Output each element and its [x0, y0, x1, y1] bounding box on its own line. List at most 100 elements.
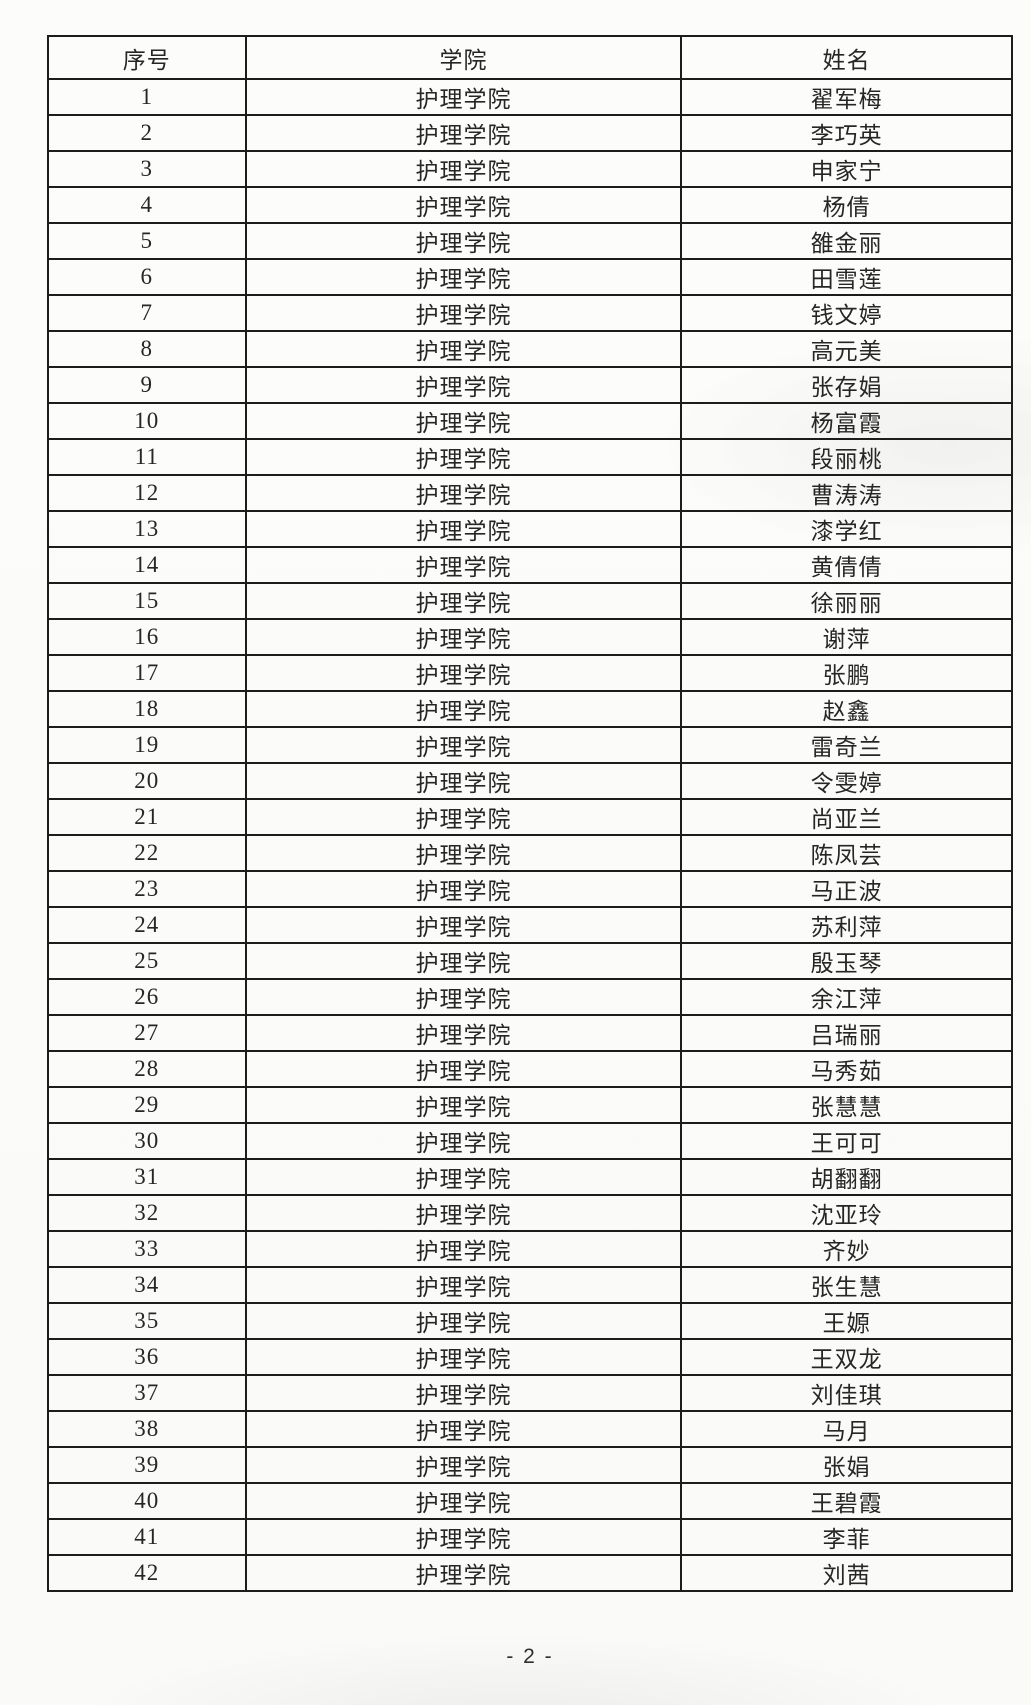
cell-college: 护理学院: [244, 1338, 683, 1376]
cell-name: 李巧英: [680, 114, 1013, 152]
table-row: 10 护理学院 杨富霞: [47, 402, 1013, 440]
table-row: 16 护理学院 谢萍: [47, 618, 1013, 656]
cell-name: 刘佳琪: [680, 1374, 1013, 1412]
table-row: 41 护理学院 李菲: [47, 1518, 1013, 1556]
cell-no: 4: [47, 186, 247, 224]
table-row: 39 护理学院 张娟: [47, 1446, 1013, 1484]
cell-college: 护理学院: [244, 258, 683, 296]
table-row: 22 护理学院 陈凤芸: [47, 834, 1013, 872]
cell-name: 徐丽丽: [680, 582, 1013, 620]
table-row: 42 护理学院 刘茜: [47, 1554, 1013, 1592]
cell-college: 护理学院: [244, 1158, 683, 1196]
table-row: 3 护理学院 申家宁: [47, 150, 1013, 188]
cell-name: 张娟: [680, 1446, 1013, 1484]
cell-name: 马月: [680, 1410, 1013, 1448]
table-row: 13 护理学院 漆学红: [47, 510, 1013, 548]
cell-no: 39: [47, 1446, 247, 1484]
table-row: 18 护理学院 赵鑫: [47, 690, 1013, 728]
cell-college: 护理学院: [244, 1518, 683, 1556]
table-row: 14 护理学院 黄倩倩: [47, 546, 1013, 584]
header-row: 序号 学院 姓名: [47, 35, 1013, 80]
table-row: 33 护理学院 齐妙: [47, 1230, 1013, 1268]
cell-college: 护理学院: [244, 546, 683, 584]
table-row: 30 护理学院 王可可: [47, 1122, 1013, 1160]
cell-no: 12: [47, 474, 247, 512]
cell-no: 5: [47, 222, 247, 260]
table-row: 19 护理学院 雷奇兰: [47, 726, 1013, 764]
cell-no: 32: [47, 1194, 247, 1232]
table-row: 37 护理学院 刘佳琪: [47, 1374, 1013, 1412]
cell-name: 王可可: [680, 1122, 1013, 1160]
cell-college: 护理学院: [244, 834, 683, 872]
cell-no: 22: [47, 834, 247, 872]
cell-no: 23: [47, 870, 247, 908]
cell-name: 田雪莲: [680, 258, 1013, 296]
header-cell-college: 学院: [244, 35, 683, 80]
table-row: 15 护理学院 徐丽丽: [47, 582, 1013, 620]
cell-college: 护理学院: [244, 150, 683, 188]
cell-name: 谢萍: [680, 618, 1013, 656]
cell-no: 8: [47, 330, 247, 368]
cell-name: 尚亚兰: [680, 798, 1013, 836]
table-row: 21 护理学院 尚亚兰: [47, 798, 1013, 836]
table-row: 11 护理学院 段丽桃: [47, 438, 1013, 476]
cell-name: 刘茜: [680, 1554, 1013, 1592]
cell-no: 21: [47, 798, 247, 836]
cell-no: 42: [47, 1554, 247, 1592]
table-row: 2 护理学院 李巧英: [47, 114, 1013, 152]
cell-college: 护理学院: [244, 1482, 683, 1520]
table-row: 23 护理学院 马正波: [47, 870, 1013, 908]
cell-college: 护理学院: [244, 474, 683, 512]
cell-college: 护理学院: [244, 294, 683, 332]
cell-name: 曹涛涛: [680, 474, 1013, 512]
cell-no: 33: [47, 1230, 247, 1268]
header-cell-name: 姓名: [680, 35, 1013, 80]
cell-name: 高元美: [680, 330, 1013, 368]
cell-no: 28: [47, 1050, 247, 1088]
cell-name: 张慧慧: [680, 1086, 1013, 1124]
table-row: 25 护理学院 殷玉琴: [47, 942, 1013, 980]
table-row: 17 护理学院 张鹏: [47, 654, 1013, 692]
cell-no: 31: [47, 1158, 247, 1196]
cell-name: 吕瑞丽: [680, 1014, 1013, 1052]
cell-college: 护理学院: [244, 78, 683, 116]
roster-table-header: 序号 学院 姓名: [47, 35, 1013, 80]
cell-name: 王碧霞: [680, 1482, 1013, 1520]
cell-college: 护理学院: [244, 618, 683, 656]
table-row: 5 护理学院 雒金丽: [47, 222, 1013, 260]
table-row: 8 护理学院 高元美: [47, 330, 1013, 368]
table-row: 7 护理学院 钱文婷: [47, 294, 1013, 332]
table-row: 40 护理学院 王碧霞: [47, 1482, 1013, 1520]
cell-name: 申家宁: [680, 150, 1013, 188]
cell-name: 段丽桃: [680, 438, 1013, 476]
table-row: 1 护理学院 翟军梅: [47, 78, 1013, 116]
cell-no: 20: [47, 762, 247, 800]
cell-no: 25: [47, 942, 247, 980]
cell-name: 杨倩: [680, 186, 1013, 224]
cell-no: 19: [47, 726, 247, 764]
table-row: 36 护理学院 王双龙: [47, 1338, 1013, 1376]
cell-college: 护理学院: [244, 582, 683, 620]
cell-college: 护理学院: [244, 330, 683, 368]
cell-college: 护理学院: [244, 1446, 683, 1484]
cell-no: 10: [47, 402, 247, 440]
table-row: 28 护理学院 马秀茹: [47, 1050, 1013, 1088]
cell-name: 沈亚玲: [680, 1194, 1013, 1232]
cell-no: 3: [47, 150, 247, 188]
cell-name: 钱文婷: [680, 294, 1013, 332]
cell-college: 护理学院: [244, 1302, 683, 1340]
table-row: 32 护理学院 沈亚玲: [47, 1194, 1013, 1232]
cell-college: 护理学院: [244, 222, 683, 260]
cell-no: 1: [47, 78, 247, 116]
cell-no: 11: [47, 438, 247, 476]
cell-college: 护理学院: [244, 726, 683, 764]
cell-college: 护理学院: [244, 798, 683, 836]
cell-college: 护理学院: [244, 366, 683, 404]
cell-no: 36: [47, 1338, 247, 1376]
cell-name: 李菲: [680, 1518, 1013, 1556]
cell-no: 24: [47, 906, 247, 944]
cell-college: 护理学院: [244, 438, 683, 476]
cell-name: 漆学红: [680, 510, 1013, 548]
cell-college: 护理学院: [244, 762, 683, 800]
